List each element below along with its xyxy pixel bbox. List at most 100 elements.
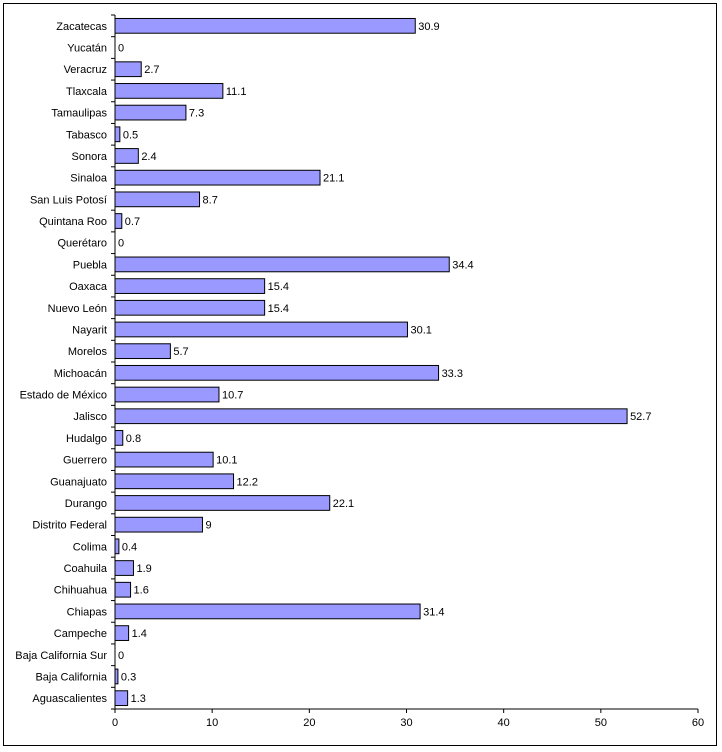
data-label: 12.2 <box>237 476 258 488</box>
category-label: Estado de México <box>20 390 107 402</box>
category-label: Guerrero <box>63 455 107 467</box>
data-label: 0.4 <box>122 541 137 553</box>
x-tick-label: 10 <box>206 717 218 729</box>
data-label: 9 <box>205 520 211 532</box>
bar-4 <box>114 104 187 121</box>
data-label: 30.9 <box>418 21 439 33</box>
x-tick-label: 40 <box>498 717 510 729</box>
data-label: 0.3 <box>121 671 136 683</box>
data-label: 30.1 <box>410 324 431 336</box>
category-label: Durango <box>65 498 107 510</box>
bar-2 <box>114 61 142 78</box>
category-label: Distrito Federal <box>32 520 107 532</box>
x-tick-label: 50 <box>595 717 607 729</box>
category-label: Michoacán <box>54 368 107 380</box>
data-label: 1.3 <box>131 693 146 705</box>
bar-7 <box>114 169 321 186</box>
category-label: Morelos <box>68 346 108 358</box>
category-label: Zacatecas <box>56 21 107 33</box>
category-label: Hudalgo <box>66 433 107 445</box>
category-label: Nuevo León <box>48 303 107 315</box>
bar-21 <box>114 473 235 490</box>
category-label: Veracruz <box>64 64 107 76</box>
bar-9 <box>114 213 123 229</box>
data-label: 22.1 <box>333 498 354 510</box>
bar-31 <box>114 690 129 707</box>
category-label: Baja California <box>35 671 107 683</box>
data-label: 52.7 <box>630 411 651 423</box>
x-tick-label: 30 <box>400 717 412 729</box>
bar-26 <box>114 581 132 598</box>
bar-chart: Zacatecas 30.9 Yucatán 0 Veracruz 2.7 Tlaxcala… <box>15 14 704 729</box>
data-label: 34.4 <box>452 259 473 271</box>
category-label: Puebla <box>73 259 108 271</box>
data-label: 15.4 <box>268 281 289 293</box>
data-label: 1.6 <box>134 585 149 597</box>
bar-28 <box>114 625 130 641</box>
bar-3 <box>114 83 224 99</box>
data-label: 0.8 <box>126 433 141 445</box>
data-label: 15.4 <box>268 303 289 315</box>
bar-15 <box>114 343 171 360</box>
data-label: 8.7 <box>203 194 218 206</box>
bar-27 <box>114 603 421 620</box>
category-label: Tabasco <box>66 129 107 141</box>
category-label: Chihuahua <box>54 585 108 597</box>
data-label: 2.7 <box>144 64 159 76</box>
data-label: 21.1 <box>323 173 344 185</box>
data-label: 2.4 <box>141 151 156 163</box>
category-label: Sonora <box>72 151 108 163</box>
data-label: 0 <box>118 43 124 55</box>
category-label: Yucatán <box>67 43 107 55</box>
category-label: Querétaro <box>57 238 107 250</box>
category-label: Nayarit <box>72 324 107 336</box>
category-label: Quintana Roo <box>39 216 107 228</box>
bar-14 <box>114 321 408 338</box>
data-label: 5.7 <box>173 346 188 358</box>
bar-5 <box>114 126 121 143</box>
data-label: 1.9 <box>136 563 151 575</box>
data-label: 0.7 <box>125 216 140 228</box>
x-tick-label: 0 <box>112 717 118 729</box>
bar-22 <box>114 495 331 511</box>
category-label: Coahuila <box>64 563 108 575</box>
bar-23 <box>114 516 203 533</box>
bar-20 <box>114 451 214 468</box>
category-label: Chiapas <box>67 606 108 618</box>
bar-12 <box>114 278 266 294</box>
bar-6 <box>114 148 139 164</box>
category-label: Oaxaca <box>69 281 108 293</box>
data-label: 10.1 <box>216 455 237 467</box>
bar-25 <box>114 560 134 576</box>
bar-19 <box>114 430 124 446</box>
bar-8 <box>114 191 201 208</box>
category-label: Aguascalientes <box>32 693 107 705</box>
x-tick-label: 20 <box>303 717 315 729</box>
data-label: 31.4 <box>423 606 444 618</box>
data-label: 1.4 <box>132 628 147 640</box>
bar-18 <box>114 408 628 425</box>
category-label: Campeche <box>54 628 107 640</box>
category-label: Colima <box>73 541 108 553</box>
bar-24 <box>114 538 120 555</box>
data-label: 11.1 <box>226 86 247 98</box>
data-label: 0 <box>118 650 124 662</box>
category-label: Tlaxcala <box>66 86 108 98</box>
chart-frame: Zacatecas 30.9 Yucatán 0 Veracruz 2.7 Tlaxcala… <box>3 3 717 746</box>
data-label: 10.7 <box>222 390 243 402</box>
bar-16 <box>114 364 440 381</box>
category-label: Sinaloa <box>70 173 108 185</box>
data-label: 0.5 <box>123 129 138 141</box>
bar-11 <box>114 256 450 273</box>
data-label: 7.3 <box>189 108 204 120</box>
data-label: 0 <box>118 238 124 250</box>
bar-17 <box>114 386 220 403</box>
bar-0 <box>114 17 416 34</box>
category-label: Baja California Sur <box>15 650 107 662</box>
x-tick-label: 60 <box>692 717 704 729</box>
category-label: San Luis Potosí <box>30 194 107 206</box>
category-label: Guanajuato <box>50 476 107 488</box>
data-label: 33.3 <box>442 368 463 380</box>
bar-13 <box>114 299 266 316</box>
category-label: Jalisco <box>73 411 107 423</box>
